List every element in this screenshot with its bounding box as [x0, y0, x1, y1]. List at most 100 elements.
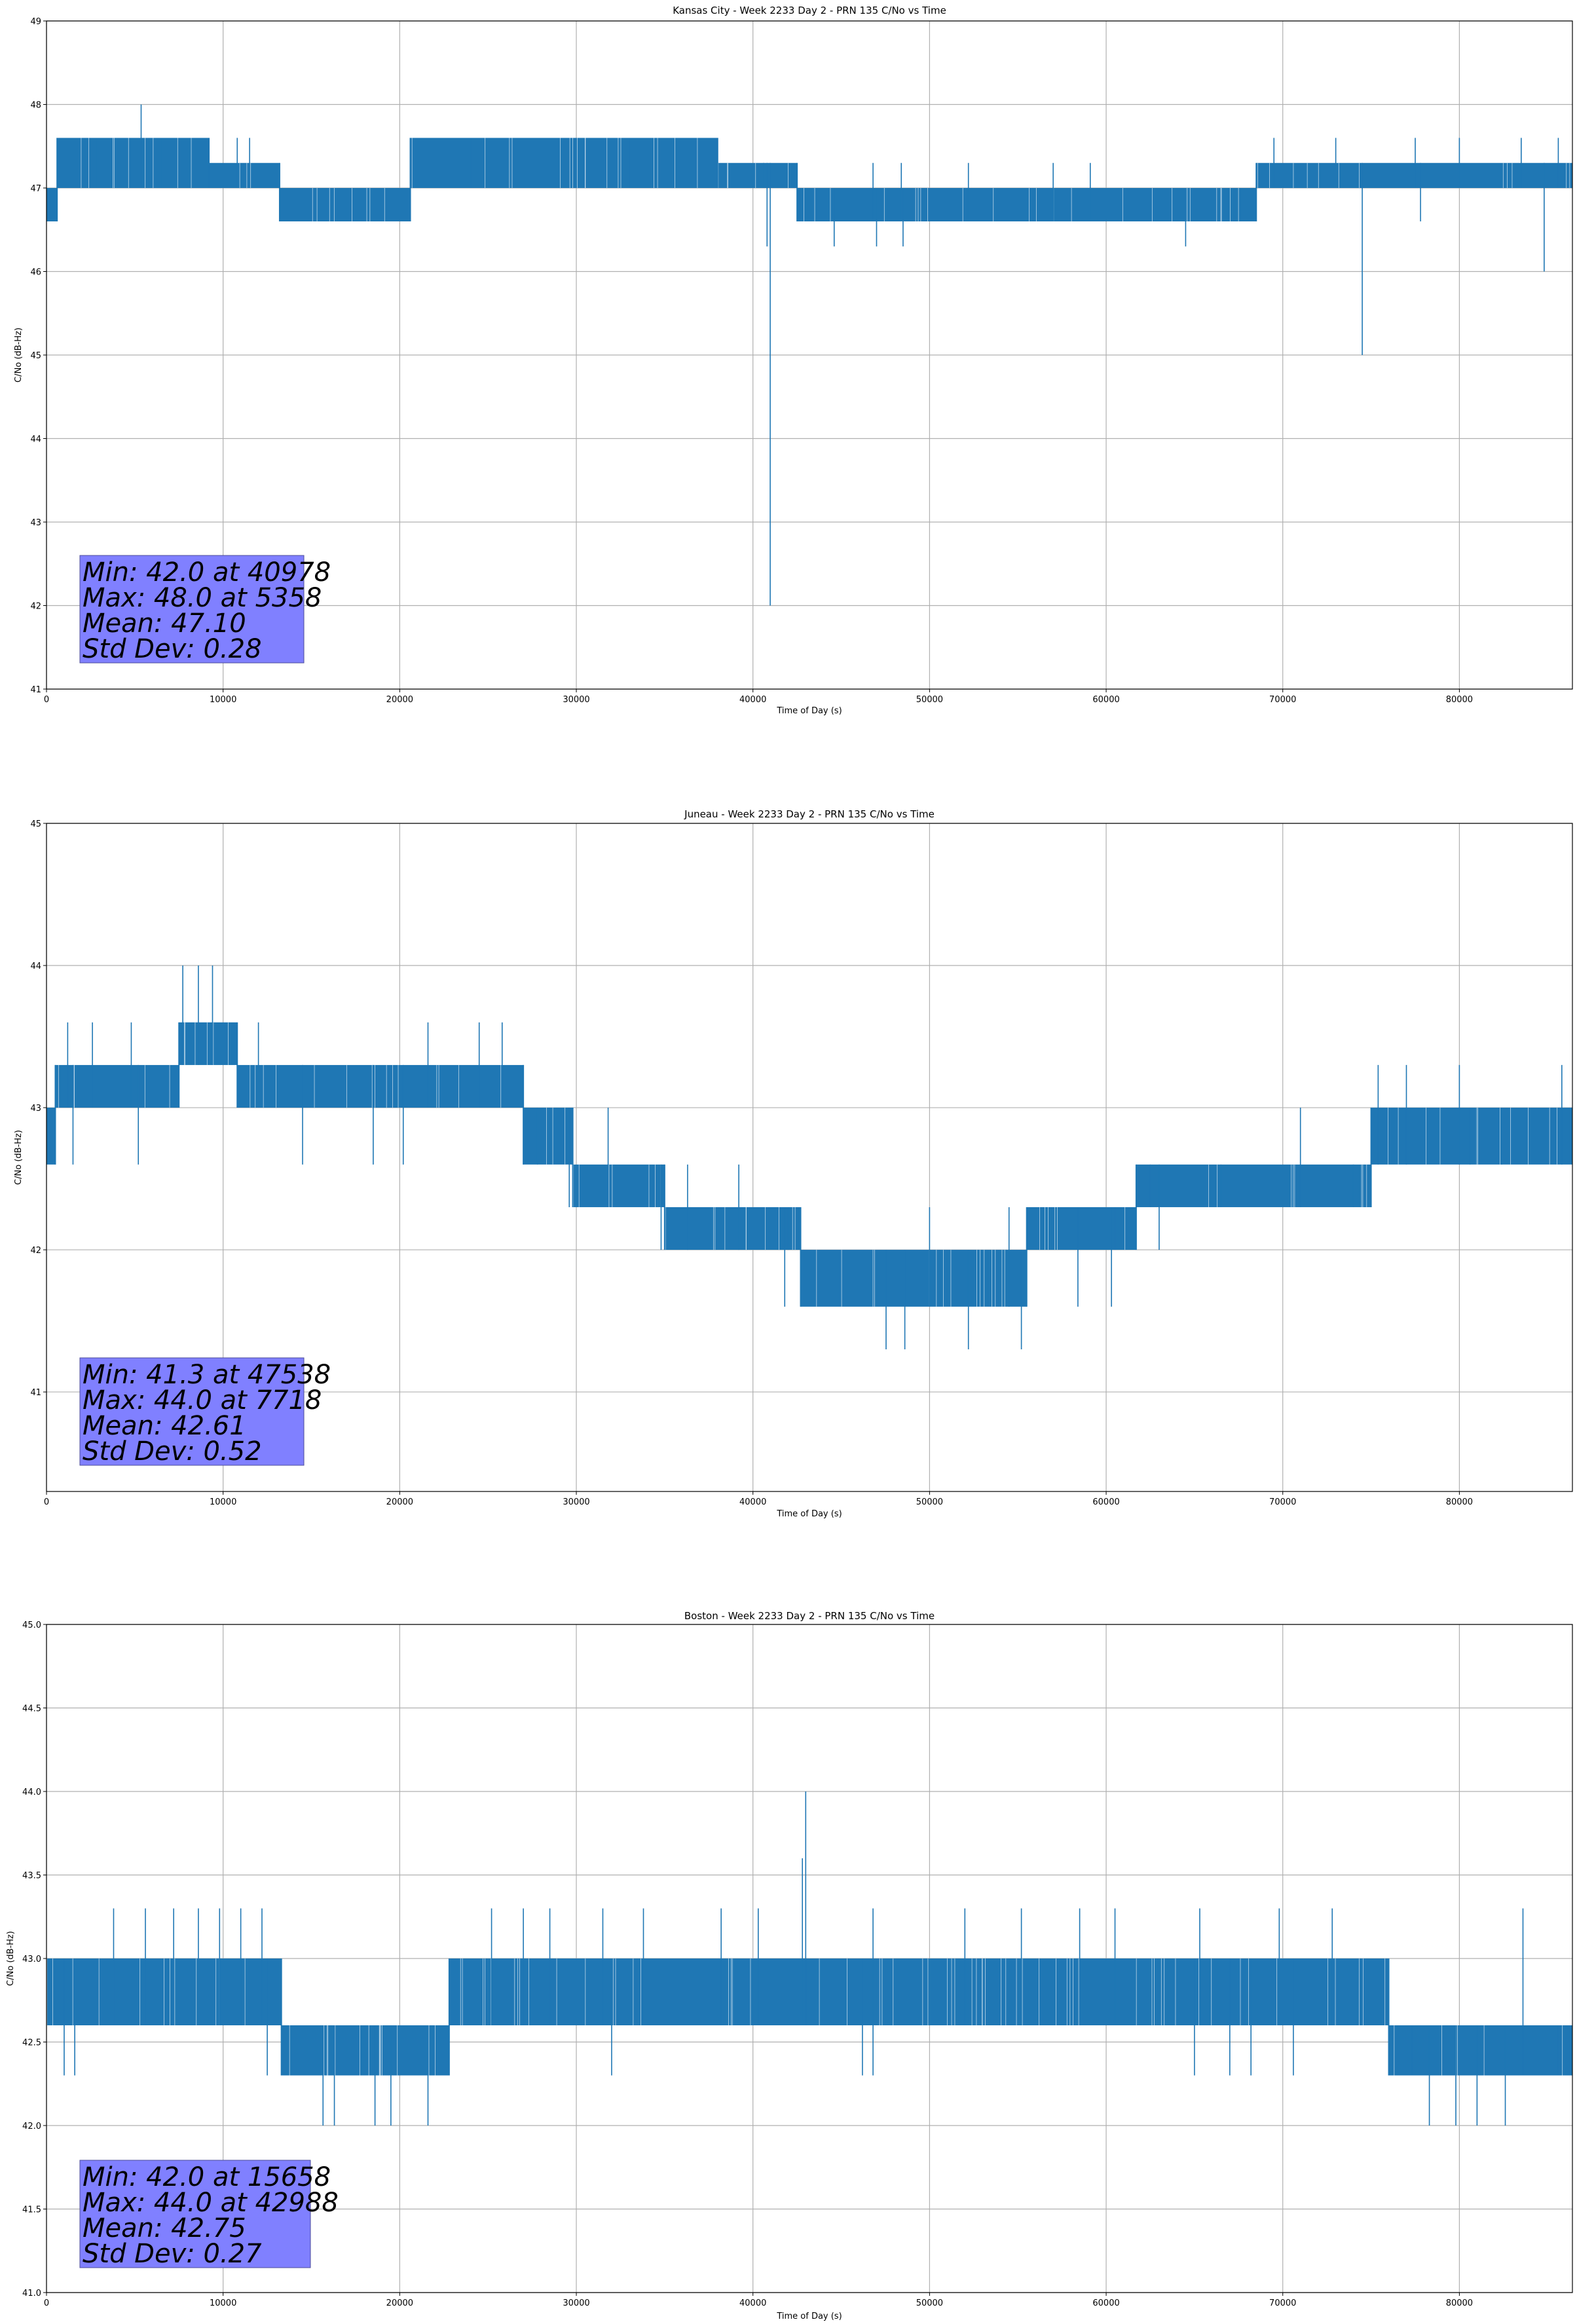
x-axis-label: Time of Day (s): [776, 1509, 842, 1519]
y-tick-label: 41: [30, 685, 41, 695]
y-tick-label: 45: [30, 351, 41, 361]
x-tick-label: 70000: [1269, 1497, 1296, 1507]
signal-band: [1026, 1207, 1136, 1250]
stats-annotation: Min: 42.0 at 15658 Max: 44.0 at 42988 Me…: [79, 2160, 339, 2269]
stats-max: Max: 48.0 at 5358: [83, 583, 322, 613]
x-tick-label: 40000: [739, 695, 766, 705]
y-tick-label: 46: [30, 268, 41, 278]
y-axis-label: C/No (dB-Hz): [14, 1130, 24, 1185]
y-tick-label: 43: [30, 518, 41, 528]
y-tick-label: 43: [30, 1104, 41, 1114]
stats-max: Max: 44.0 at 7718: [83, 1385, 322, 1415]
y-tick-label: 48: [30, 101, 41, 111]
signal-band: [800, 1250, 1027, 1307]
y-tick-label: 44.5: [22, 1704, 41, 1714]
y-tick-label: 41.0: [22, 2289, 41, 2298]
x-tick-label: 20000: [386, 2298, 413, 2308]
y-tick-label: 45: [30, 819, 41, 829]
stats-annotation: Min: 41.3 at 47538 Max: 44.0 at 7718 Mea…: [79, 1357, 331, 1467]
stats-mean: Mean: 42.61: [83, 1411, 246, 1441]
signal-band: [572, 1164, 665, 1207]
x-axis-label: Time of Day (s): [776, 706, 842, 716]
chart-panel-boston: Boston - Week 2233 Day 2 - PRN 135 C/No …: [6, 1610, 1573, 2321]
x-tick-label: 0: [44, 695, 49, 705]
signal-band: [449, 1959, 1389, 2025]
x-tick-label: 40000: [739, 2298, 766, 2308]
chart-panel-kansas-city: Kansas City - Week 2233 Day 2 - PRN 135 …: [14, 5, 1573, 716]
x-tick-label: 10000: [210, 1497, 236, 1507]
x-tick-label: 80000: [1446, 1497, 1473, 1507]
y-tick-label: 44.0: [22, 1788, 41, 1797]
signal-band: [1136, 1164, 1371, 1207]
x-tick-label: 80000: [1446, 2298, 1473, 2308]
signal-band: [179, 1022, 238, 1065]
signal-band: [1256, 162, 1572, 188]
y-tick-label: 42: [30, 1246, 41, 1256]
y-tick-label: 43.5: [22, 1871, 41, 1881]
stats-box-background: [79, 2160, 311, 2268]
y-tick-label: 42.0: [22, 2122, 41, 2131]
y-ticks: 41.0 41.5 42.0 42.5 43.0 43.5 44.0 44.5 45.0: [22, 1621, 46, 2298]
plot-frame: [46, 823, 1573, 1492]
x-tick-label: 30000: [563, 695, 589, 705]
signal-band: [281, 2025, 449, 2076]
stats-box-background: [79, 555, 305, 664]
signal-band: [410, 138, 718, 188]
x-tick-label: 70000: [1269, 695, 1296, 705]
chart-title: Kansas City - Week 2233 Day 2 - PRN 135 …: [673, 5, 946, 16]
x-axis-label: Time of Day (s): [776, 2312, 842, 2321]
x-ticks: 0 10000 20000 30000 40000 50000 60000 70000 8000…: [44, 2293, 1473, 2308]
y-tick-label: 44: [30, 435, 41, 445]
y-tick-label: 43.0: [22, 1955, 41, 1964]
y-ticks: 41 42 43 44 45 46 47 48 49: [30, 17, 46, 695]
series-cno: [46, 104, 1572, 606]
signal-band: [55, 1064, 179, 1108]
stats-std: Std Dev: 0.28: [83, 634, 262, 664]
x-tick-label: 0: [44, 1497, 49, 1507]
signal-band: [523, 1108, 573, 1165]
x-tick-label: 60000: [1092, 2298, 1119, 2308]
y-axis-label: C/No (dB-Hz): [6, 1931, 16, 1986]
y-tick-label: 49: [30, 17, 41, 27]
signal-band: [1388, 2025, 1572, 2076]
x-tick-label: 50000: [916, 2298, 943, 2308]
stats-min: Min: 42.0 at 15658: [83, 2162, 331, 2192]
stats-max: Max: 44.0 at 42988: [83, 2188, 339, 2218]
y-tick-label: 45.0: [22, 1621, 41, 1630]
x-tick-label: 40000: [739, 1497, 766, 1507]
x-tick-label: 30000: [563, 1497, 589, 1507]
signal-band: [46, 188, 58, 221]
chart-title: Boston - Week 2233 Day 2 - PRN 135 C/No …: [684, 1610, 935, 1622]
x-tick-label: 70000: [1269, 2298, 1296, 2308]
y-tick-label: 47: [30, 184, 41, 194]
stats-min: Min: 42.0 at 40978: [83, 557, 331, 588]
stats-box-background: [79, 1357, 305, 1466]
stats-min: Min: 41.3 at 47538: [83, 1360, 331, 1390]
x-tick-label: 10000: [210, 695, 236, 705]
x-tick-label: 60000: [1092, 695, 1119, 705]
x-tick-label: 10000: [210, 2298, 236, 2308]
x-tick-label: 50000: [916, 695, 943, 705]
x-tick-label: 20000: [386, 695, 413, 705]
signal-band: [867, 188, 1257, 221]
stats-std: Std Dev: 0.27: [83, 2239, 262, 2269]
x-ticks: 0 10000 20000 30000 40000 50000 60000 70000 8000…: [44, 1491, 1473, 1507]
y-tick-label: 42: [30, 602, 41, 612]
x-tick-label: 30000: [563, 2298, 589, 2308]
y-tick-label: 44: [30, 962, 41, 971]
y-axis-label: C/No (dB-Hz): [14, 328, 24, 383]
signal-band: [279, 188, 411, 221]
x-tick-label: 80000: [1446, 695, 1473, 705]
series-cno: [46, 965, 1572, 1349]
signal-band: [664, 1207, 801, 1250]
x-tick-label: 20000: [386, 1497, 413, 1507]
chart-title: Juneau - Week 2233 Day 2 - PRN 135 C/No …: [684, 808, 935, 820]
series-cno: [46, 1791, 1572, 2126]
signal-band: [57, 138, 210, 188]
stats-annotation: Min: 42.0 at 40978 Max: 48.0 at 5358 Mea…: [79, 555, 331, 664]
x-tick-label: 50000: [916, 1497, 943, 1507]
signal-band: [1371, 1108, 1572, 1165]
signal-band: [717, 162, 798, 188]
stats-mean: Mean: 47.10: [83, 609, 246, 639]
